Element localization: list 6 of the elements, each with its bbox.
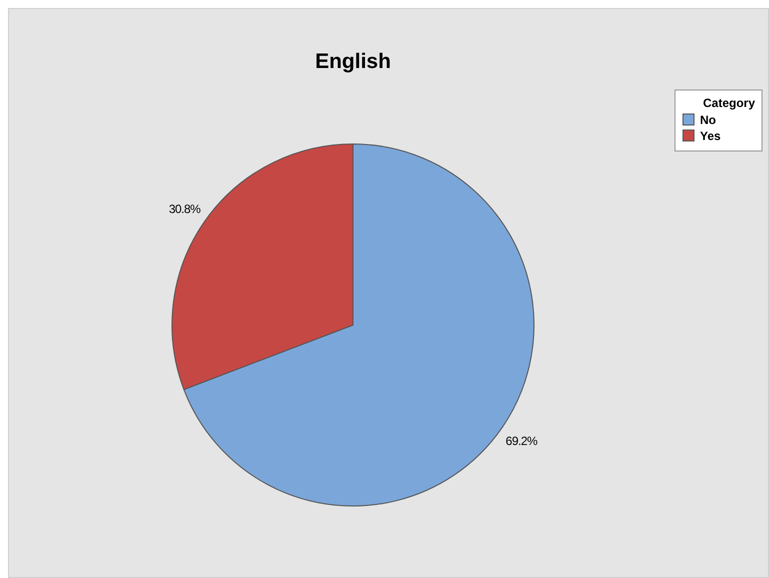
legend-label: No — [700, 113, 716, 127]
data-label: 30.8% — [168, 202, 202, 216]
chart-title: English — [315, 50, 391, 73]
legend-title: Category — [702, 96, 756, 110]
data-label: 69.2% — [506, 434, 538, 448]
legend-label: Yes — [700, 129, 722, 143]
